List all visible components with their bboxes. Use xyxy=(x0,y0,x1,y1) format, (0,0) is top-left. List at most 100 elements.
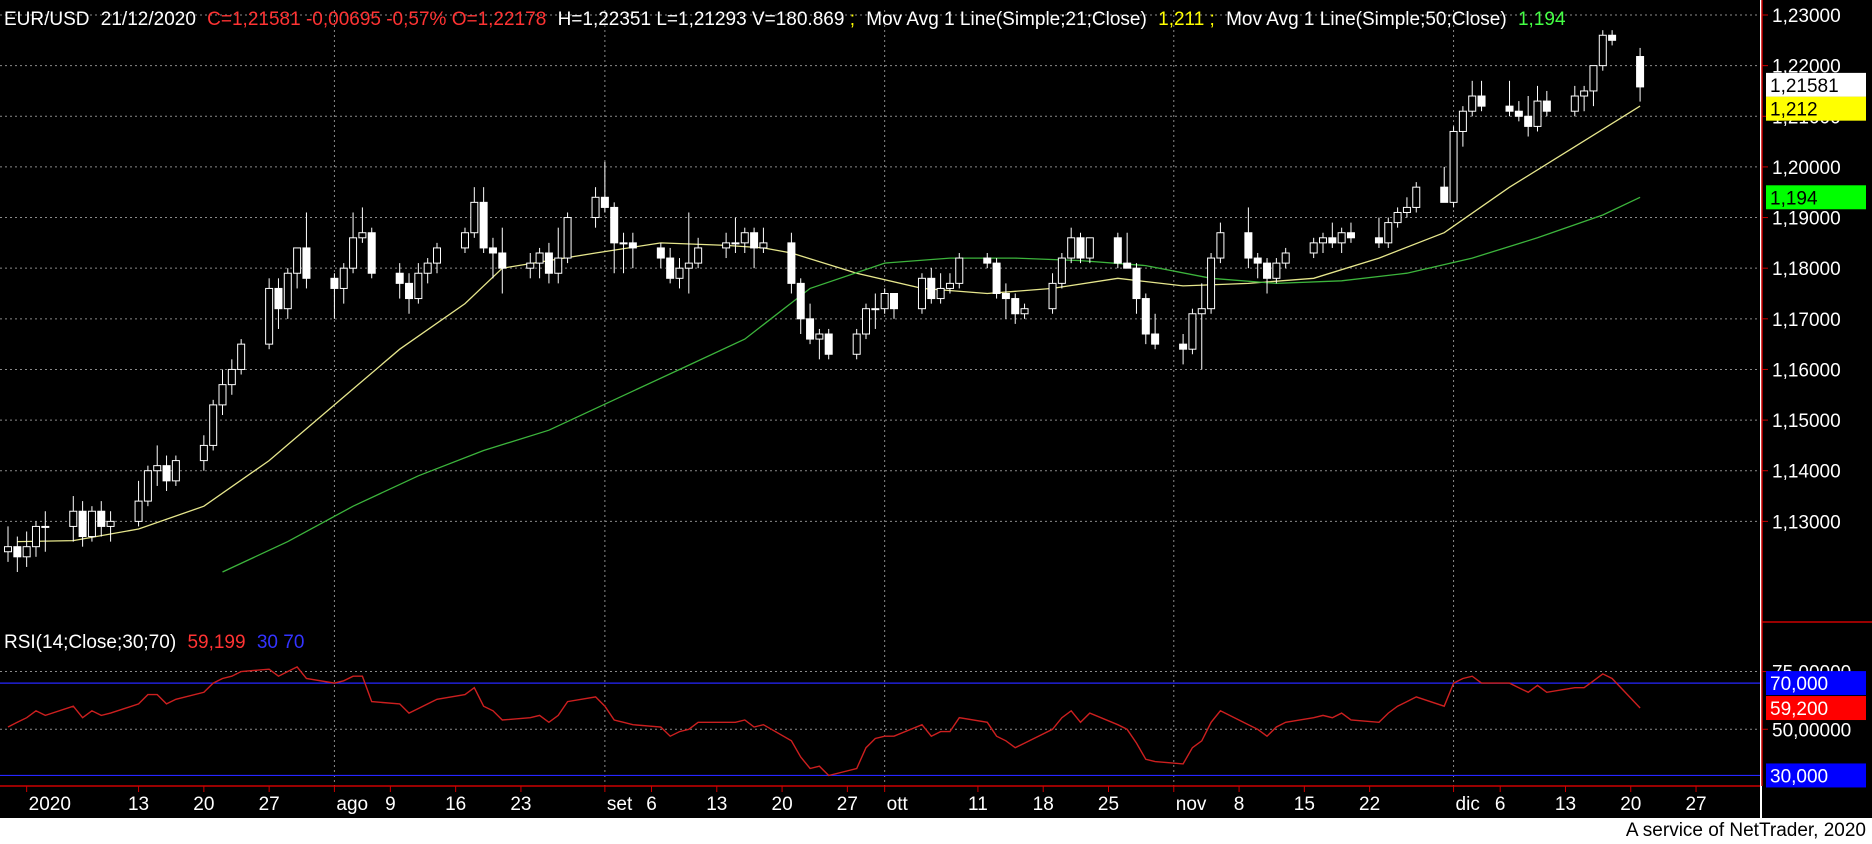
candle-body-down xyxy=(274,287,283,310)
candle-body-up xyxy=(1533,100,1542,127)
x-tick-label: 25 xyxy=(1098,794,1119,815)
candle-body-up xyxy=(1337,232,1346,244)
rsi-panel xyxy=(0,666,1760,777)
candle-body-down xyxy=(405,282,414,300)
footer-credit: A service of NetTrader, 2020 xyxy=(1625,820,1866,841)
last-close-tag: 1,21581 xyxy=(1770,76,1839,97)
candle-body-up xyxy=(22,546,31,558)
candle-body-up xyxy=(237,343,246,370)
x-tick-label: 20 xyxy=(193,794,214,815)
candle-body-down xyxy=(1542,100,1551,112)
candle-body-down xyxy=(395,272,404,284)
header-change: C=1,21581 -0,00695 -0,57% O=1,22178 xyxy=(207,9,546,30)
candle-body-up xyxy=(460,232,469,249)
x-tick-label: 27 xyxy=(837,794,858,815)
ma50-line xyxy=(222,196,1641,573)
candle-body-up xyxy=(1468,95,1477,112)
candle-body-up xyxy=(433,247,442,264)
candle-body-down xyxy=(983,257,992,264)
candle-body-up xyxy=(1057,257,1066,284)
candle-body-up xyxy=(423,262,432,274)
candle-body-down xyxy=(1514,110,1523,117)
candle-body-down xyxy=(1524,115,1533,127)
candle-body-up xyxy=(227,368,236,386)
x-tick-label: ago xyxy=(336,794,368,815)
candle-body-down xyxy=(750,232,759,249)
x-tick-label: 8 xyxy=(1234,794,1245,815)
candle-body-down xyxy=(628,242,637,249)
y-tick-label: 1,13000 xyxy=(1772,512,1841,533)
candle-body-down xyxy=(1374,237,1383,244)
x-tick-label: 6 xyxy=(1495,794,1506,815)
x-tick-label: 20 xyxy=(772,794,793,815)
candle-body-up xyxy=(1272,262,1281,279)
x-tick-label: nov xyxy=(1176,794,1207,815)
header-ma21-label: Mov Avg 1 Line(Simple;21;Close) xyxy=(866,9,1147,30)
candle-body-up xyxy=(815,333,824,340)
candle-body-down xyxy=(1263,262,1272,279)
candle-body-up xyxy=(106,520,115,527)
candle-body-up xyxy=(535,252,544,264)
candle-body-up xyxy=(554,257,563,274)
candle-body-up xyxy=(1393,211,1402,224)
x-tick-label: 13 xyxy=(706,794,727,815)
x-tick-label: 16 xyxy=(445,794,466,815)
x-tick-label: ott xyxy=(887,794,909,815)
x-tick-label: set xyxy=(607,794,633,815)
x-tick-label: 18 xyxy=(1033,794,1054,815)
ma50-tag-bg xyxy=(1766,185,1866,210)
y-tick-label: 1,14000 xyxy=(1772,462,1841,483)
candle-body-down xyxy=(1113,237,1122,264)
candle-body-down xyxy=(330,277,339,289)
candle-body-up xyxy=(852,333,861,355)
candle-body-down xyxy=(544,252,553,274)
candle-body-up xyxy=(619,242,628,245)
candle-body-up xyxy=(470,201,479,234)
candle-body-up xyxy=(1309,242,1318,254)
rsi-70-tag: 70,000 xyxy=(1770,674,1828,695)
candle-body-up xyxy=(153,465,162,472)
headers: EUR/USD 21/12/2020 C=1,21581 -0,00695 -0… xyxy=(4,9,1566,653)
x-tick-label: 22 xyxy=(1359,794,1380,815)
y-tick-label: 1,19000 xyxy=(1772,209,1841,230)
x-tick-label: 13 xyxy=(128,794,149,815)
candle-body-up xyxy=(69,510,78,527)
candle-body-up xyxy=(1318,237,1327,244)
candle-body-down xyxy=(97,510,106,527)
candle-body-up xyxy=(917,277,926,310)
candle-body-up xyxy=(1384,222,1393,244)
candle-body-down xyxy=(162,465,171,482)
candle-body-down xyxy=(78,510,87,538)
candle-body-down xyxy=(302,247,311,279)
candle-body-up xyxy=(1085,237,1094,259)
x-tick-label: 9 xyxy=(385,794,396,815)
x-tick-label: 15 xyxy=(1294,794,1315,815)
candle-body-down xyxy=(1244,232,1253,259)
candle-body-up xyxy=(862,308,871,335)
rsi-header-value: 59,199 xyxy=(187,632,245,653)
candle-body-up xyxy=(675,267,684,279)
candle-body-up xyxy=(526,262,535,269)
candle-body-down xyxy=(1132,267,1141,300)
candle-body-down xyxy=(367,232,376,274)
candle-body-up xyxy=(1048,282,1057,310)
candle-body-up xyxy=(293,247,302,274)
candle-body-up xyxy=(1020,308,1029,315)
ma21-tag: 1,212 xyxy=(1770,100,1818,121)
rsi-70-tag-bg xyxy=(1766,671,1866,696)
candle-body-up xyxy=(171,460,180,482)
candle-body-up xyxy=(880,293,889,310)
candle-body-down xyxy=(824,333,833,355)
candle-body-down xyxy=(1141,298,1150,335)
candle-body-down xyxy=(1608,34,1617,41)
candle-body-up xyxy=(143,470,152,502)
candle-body-down xyxy=(666,257,675,279)
rsi-header: RSI(14;Close;30;70) 59,199 30 70 xyxy=(4,632,304,653)
candle-body-down xyxy=(498,252,507,269)
candle-body-up xyxy=(1412,186,1421,208)
axes: 1,13000 1,14000 1,15000 1,16000 1,17000 1,180… xyxy=(0,0,1872,818)
candle-body-up xyxy=(722,242,731,249)
candle-body-up xyxy=(563,217,572,259)
